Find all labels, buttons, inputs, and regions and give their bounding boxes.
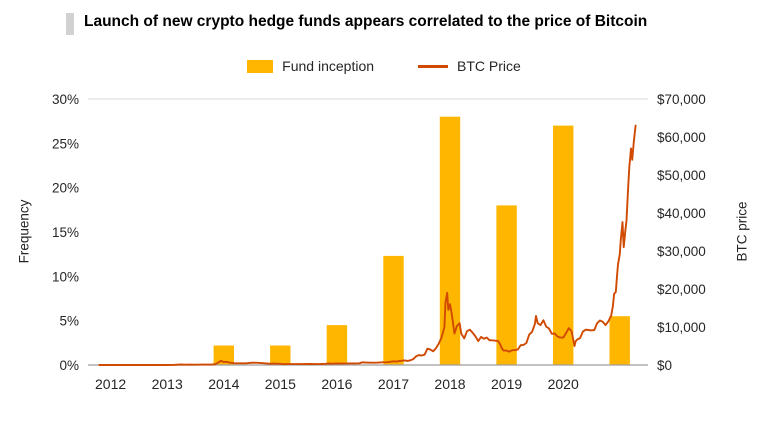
- x-axis-tick-label: 2012: [95, 376, 126, 392]
- fund-inception-bar: [326, 325, 348, 365]
- fund-inception-bar: [270, 345, 291, 365]
- left-axis-tick-label: 15%: [52, 225, 79, 240]
- chart-header: Launch of new crypto hedge funds appears…: [66, 12, 748, 35]
- left-axis-tick-label: 30%: [52, 92, 79, 107]
- left-axis-tick-label: 0%: [59, 358, 79, 373]
- right-axis-tick-label: $0: [657, 358, 672, 373]
- title-accent-bar: [66, 13, 74, 35]
- fund-inception-bar: [213, 345, 234, 365]
- chart-canvas: 0% 5% 10% 15% 20% 25% 30% $0 $10,000 $20,000 $30,0…: [52, 92, 706, 392]
- x-axis-tick-label: 2015: [265, 376, 296, 392]
- chart-title: Launch of new crypto hedge funds appears…: [84, 13, 648, 30]
- x-axis-tick-label: 2013: [152, 376, 183, 392]
- left-axis-tick-label: 20%: [52, 181, 79, 196]
- right-axis-tick-label: $40,000: [657, 206, 706, 221]
- x-axis-tick-label: 2017: [378, 376, 409, 392]
- x-axis-tick-label: 2016: [321, 376, 352, 392]
- right-axis-tick-label: $30,000: [657, 244, 706, 259]
- x-axis-tick-label: 2014: [208, 376, 239, 392]
- chart-legend: Fund inception BTC Price: [0, 58, 768, 74]
- legend-item-btc-price: BTC Price: [418, 58, 521, 74]
- right-axis-tick-label: $70,000: [657, 92, 706, 107]
- fund-inception-bar: [496, 205, 517, 365]
- fund-inception-bar: [383, 255, 404, 365]
- legend-item-fund-inception: Fund inception: [247, 58, 374, 74]
- fund-inception-bar: [553, 125, 574, 365]
- x-axis-tick-label: 2018: [434, 376, 465, 392]
- x-axis-tick-label: 2020: [548, 376, 579, 392]
- legend-bar-swatch: [247, 59, 274, 73]
- legend-label: Fund inception: [282, 58, 375, 74]
- fund-inception-bar: [609, 316, 630, 365]
- left-axis-tick-label: 10%: [52, 269, 79, 284]
- right-axis-tick-label: $50,000: [657, 168, 706, 183]
- right-axis-tick-label: $10,000: [657, 320, 706, 335]
- legend-label: BTC Price: [457, 58, 521, 74]
- right-axis-tick-label: $20,000: [657, 282, 706, 297]
- left-axis-tick-label: 5%: [59, 314, 79, 329]
- left-axis-tick-label: 25%: [52, 136, 79, 151]
- x-axis-tick-label: 2019: [491, 376, 522, 392]
- btc-price-line: [98, 124, 637, 366]
- right-axis-tick-label: $60,000: [657, 130, 706, 145]
- legend-line-swatch: [418, 64, 449, 68]
